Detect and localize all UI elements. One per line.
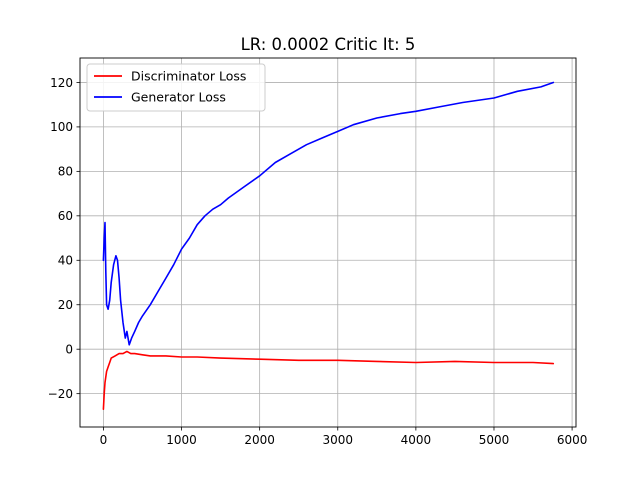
- y-tick-label: 120: [50, 76, 73, 90]
- axes-frame: [79, 57, 577, 428]
- series-group: [102, 81, 555, 411]
- x-tick-label: 0: [100, 433, 108, 447]
- y-tick-label: 80: [58, 165, 73, 179]
- y-tick-label: 100: [50, 120, 73, 134]
- x-tick-label: 3000: [322, 433, 353, 447]
- y-tick-label: 0: [65, 342, 73, 356]
- y-tick-label: 40: [58, 254, 73, 268]
- legend-box: [86, 63, 266, 112]
- x-tick-label: 6000: [557, 433, 588, 447]
- grid: [80, 58, 576, 427]
- legend: Discriminator Loss Generator Loss: [86, 63, 266, 112]
- legend-label-discriminator: Discriminator Loss: [131, 69, 246, 84]
- chart-title: LR: 0.0002 Critic It: 5: [241, 35, 416, 54]
- legend-label-generator: Generator Loss: [131, 90, 226, 105]
- series-line-generator-loss: [102, 81, 555, 346]
- x-tick-label: 5000: [479, 433, 510, 447]
- y-tick-label: 20: [58, 298, 73, 312]
- series-line-discriminator-loss: [102, 350, 555, 411]
- x-tick-label: 2000: [244, 433, 275, 447]
- x-tick-label: 1000: [166, 433, 197, 447]
- y-tick-label: −20: [48, 387, 73, 401]
- y-tick-label: 60: [58, 209, 73, 223]
- ticks: 0 1000 2000 3000 4000 5000 6000 −20 0 20 40 60 80 100…: [48, 76, 588, 447]
- x-tick-label: 4000: [401, 433, 432, 447]
